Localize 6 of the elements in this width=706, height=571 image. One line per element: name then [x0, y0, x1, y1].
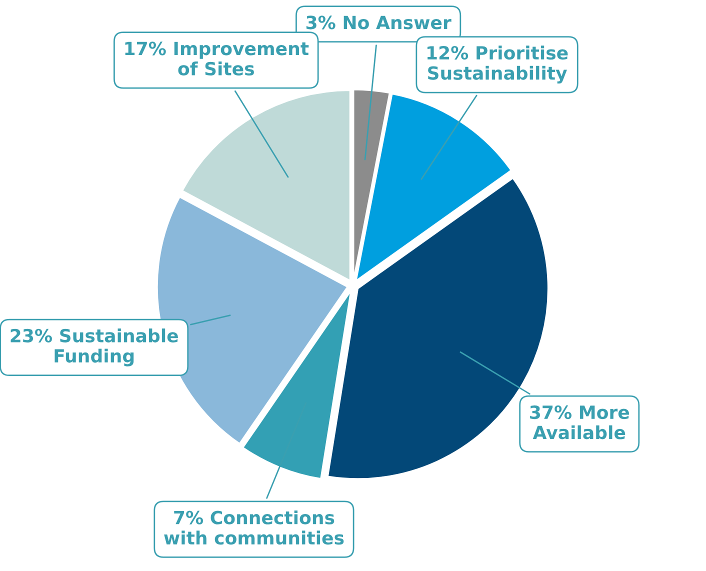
slice-label: 7% Connections with communities — [164, 510, 344, 545]
slice-label: 23% Sustainable Funding — [10, 328, 178, 366]
slice-label: 17% Improvement of Sites — [125, 42, 309, 76]
slice-label: 12% Prioritise Sustainability — [428, 46, 568, 84]
slice-label: 3% No Answer — [306, 16, 452, 30]
slice-label: 37% More Available — [530, 405, 630, 440]
